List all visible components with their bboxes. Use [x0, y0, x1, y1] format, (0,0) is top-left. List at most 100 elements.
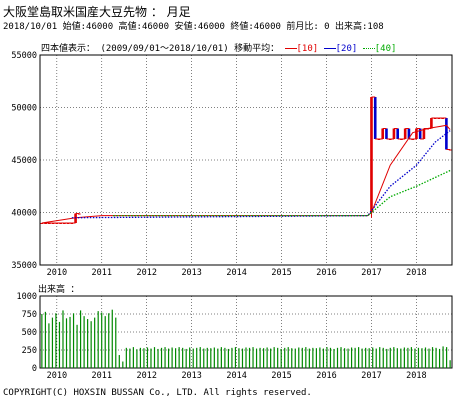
volume-bar	[171, 347, 173, 368]
price-plot-frame	[39, 54, 453, 266]
period-label: (2009/09/01～2018/10/01)	[100, 44, 229, 54]
volume-bar	[51, 317, 54, 368]
price-xtick-label: 2010	[47, 268, 67, 278]
price-ytick-label: 40000	[11, 209, 37, 219]
candle-body	[448, 149, 452, 151]
volume-bar	[150, 348, 152, 368]
volume-bar	[87, 319, 89, 368]
volume-bar	[389, 347, 391, 368]
candle-body	[430, 118, 433, 129]
volume-bar	[312, 347, 314, 368]
chart-legend: 四本値表示： (2009/09/01～2018/10/01) 移動平均： [10…	[41, 41, 396, 54]
price-xtick-label: 2012	[137, 268, 157, 278]
volume-bar	[175, 348, 177, 368]
volume-bar	[41, 314, 43, 368]
volume-bar	[79, 310, 82, 368]
price-ytick-label: 35000	[11, 261, 37, 271]
volume-bar	[270, 348, 272, 368]
volume-bar	[410, 347, 413, 368]
volume-bar	[431, 347, 434, 368]
volume-bar	[206, 347, 208, 368]
volume-bar	[424, 347, 427, 368]
volume-bar	[178, 347, 180, 368]
candle-body	[403, 128, 407, 139]
volume-bar	[375, 348, 377, 368]
volume-bar	[358, 347, 360, 368]
volume-bar	[69, 316, 71, 368]
volume-bar	[361, 348, 363, 368]
volume-bar	[83, 316, 85, 368]
volume-bar	[400, 348, 402, 368]
volume-bar	[319, 347, 321, 368]
volume-bar	[58, 321, 61, 368]
volume-bar	[72, 313, 75, 368]
volume-xtick-label: 2010	[47, 371, 67, 381]
volume-bar	[298, 347, 300, 368]
volume-bar	[354, 347, 356, 368]
volume-ytick-label: 1000	[17, 292, 37, 302]
volume-bar	[365, 347, 367, 368]
volume-bar	[217, 348, 219, 368]
volume-bar	[108, 313, 110, 368]
volume-bar	[287, 347, 289, 368]
volume-bar	[220, 347, 222, 368]
volume-xtick-label: 2012	[137, 371, 157, 381]
volume-bar	[386, 348, 388, 368]
price-info-line: 2018/10/01 始値:46000 高値:46000 安値:46000 終値…	[3, 22, 384, 32]
volume-bar	[90, 321, 92, 368]
candle-body	[381, 128, 385, 139]
legend-ma10-line	[284, 48, 297, 49]
page-title: 大阪堂島取米国産大豆先物 ： 月足	[3, 5, 191, 19]
volume-bar	[97, 311, 99, 368]
volume-bar	[122, 361, 124, 368]
volume-bar	[382, 347, 384, 368]
legend-ma20: [20]	[335, 44, 358, 54]
volume-bar	[185, 348, 187, 368]
volume-bar	[238, 348, 240, 368]
volume-bar	[146, 347, 149, 368]
volume-bar	[379, 347, 381, 368]
price-xtick-label: 2016	[316, 268, 336, 278]
volume-xtick-label: 2017	[361, 371, 381, 381]
volume-ytick-label: 0	[32, 364, 37, 374]
volume-bar	[301, 347, 303, 368]
legend-ma40-line	[362, 48, 375, 49]
volume-bar	[62, 310, 64, 368]
volume-bar	[417, 347, 420, 368]
volume-bar	[421, 348, 423, 368]
volume-bar	[446, 347, 448, 368]
volume-bar	[333, 348, 335, 368]
volume-bar	[199, 347, 201, 368]
volume-bar	[227, 348, 230, 368]
price-chart: 55000 50000 45000 40000 35000 2010 2011 2012 201…	[11, 51, 453, 278]
volume-bar	[435, 347, 437, 368]
volume-bar	[224, 347, 226, 368]
volume-bar	[160, 347, 163, 368]
volume-bar	[153, 347, 156, 368]
volume-bar	[101, 312, 103, 368]
candle-body	[385, 128, 388, 139]
volume-bar	[262, 348, 265, 368]
candle-body	[445, 118, 448, 150]
volume-xtick-label: 2013	[181, 371, 201, 381]
volume-bar	[403, 347, 405, 368]
volume-bar	[55, 313, 57, 368]
volume-bar	[157, 348, 159, 368]
volume-bar	[428, 348, 430, 368]
volume-bar	[111, 309, 113, 368]
volume-bar	[277, 347, 279, 368]
volume-bar	[368, 348, 370, 368]
volume-bar	[139, 347, 142, 368]
price-xtick-label: 2015	[271, 268, 291, 278]
volume-bar	[255, 348, 258, 368]
volume-plot-frame	[39, 295, 453, 369]
volume-bar	[248, 347, 251, 368]
volume-bar	[143, 348, 145, 368]
candle-body	[422, 128, 426, 139]
volume-bar	[48, 323, 50, 368]
volume-bar	[76, 324, 78, 368]
volume-bar	[329, 347, 332, 368]
volume-ytick-label: 750	[22, 310, 37, 320]
volume-bar	[210, 348, 212, 368]
candle-body	[418, 128, 422, 139]
